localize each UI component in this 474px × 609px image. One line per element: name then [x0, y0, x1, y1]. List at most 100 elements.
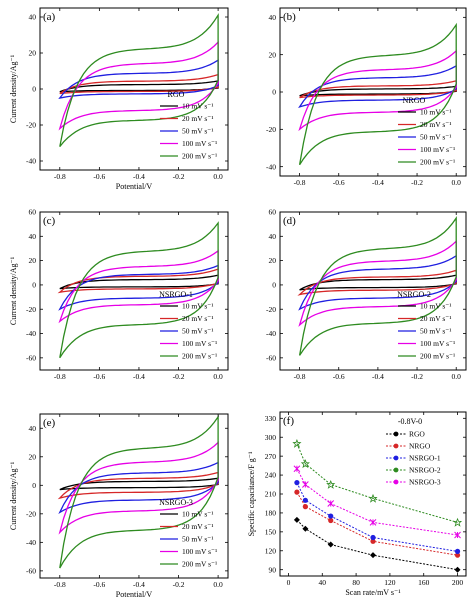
data-point-nsrgo-1-20 — [302, 497, 308, 503]
plot-frame — [39, 413, 229, 579]
x-axis-title: Scan rate/mV s⁻¹ — [345, 588, 401, 597]
panel-4: NSRGO-2 10 mV s⁻¹ 20 mV s⁻¹ 50 mV s⁻¹ 100 mV… — [266, 208, 467, 381]
panel-1: RGO 10 mV s⁻¹ 20 mV s⁻¹ 50 mV s⁻¹ 100 mV s⁻¹… — [9, 7, 229, 191]
data-point-nrgo-100 — [370, 538, 376, 544]
data-point-nsrgo-1-10 — [294, 480, 300, 486]
legend-marker-nrgo — [393, 443, 399, 449]
legend-label-20-mv: 20 mV s⁻¹ — [420, 120, 452, 129]
legend-title: NRGO — [403, 96, 426, 105]
cv-loop-100-mv — [298, 239, 457, 327]
panel-letter: (b) — [283, 11, 296, 23]
plot-frame — [39, 211, 229, 371]
y-tick-label: -40 — [26, 538, 36, 547]
cv-loop-200-mv — [59, 414, 219, 569]
cv-series-group — [298, 22, 457, 166]
x-tick-label: -0.2 — [173, 372, 185, 381]
cv-loop-20-mv — [57, 471, 219, 500]
data-point-rgo-10 — [293, 516, 300, 523]
legend-label-100-mv: 100 mV s⁻¹ — [182, 547, 217, 556]
legend-label-20-mv: 20 mV s⁻¹ — [182, 114, 214, 123]
plot-frame — [279, 211, 467, 371]
legend-label-100-mv: 100 mV s⁻¹ — [182, 139, 217, 148]
x-tick-label: -0.6 — [333, 178, 345, 187]
cv-series-group — [58, 13, 219, 148]
y-tick-label: 40 — [269, 13, 277, 22]
y-tick-label: 20 — [29, 256, 37, 265]
y-tick-label: 20 — [269, 256, 277, 265]
x-tick-label: 200 — [452, 578, 464, 587]
y-tick-label: 0 — [272, 88, 276, 97]
rate-series-group — [292, 438, 463, 573]
data-point-nsrgo-2-100 — [368, 493, 378, 503]
legend-title: NSRGO-1 — [159, 290, 193, 299]
y-tick-label: 0 — [32, 85, 36, 94]
data-point-rgo-100 — [370, 552, 376, 559]
data-point-nsrgo-3-100 — [369, 519, 377, 526]
y-tick-label: -40 — [26, 329, 36, 338]
y-tick-label: -40 — [26, 157, 36, 166]
series-nrgo-line — [296, 491, 458, 556]
legend-marker-nsrgo-3 — [393, 479, 399, 485]
y-tick-label: 240 — [265, 471, 277, 480]
legend-label-50-mv: 50 mV s⁻¹ — [182, 535, 214, 544]
x-tick-label: -0.4 — [372, 178, 384, 187]
y-axis-title: Current density/Ag⁻¹ — [9, 54, 18, 123]
x-tick-label: -0.2 — [173, 172, 185, 181]
y-tick-label: -20 — [266, 125, 276, 134]
legend-label-nsrgo-3: NSRGO-3 — [409, 478, 441, 487]
x-tick-label: 0 — [287, 578, 291, 587]
legend-label-rgo: RGO — [409, 430, 425, 439]
legend-title: NSRGO-3 — [159, 498, 193, 507]
legend-label-20-mv: 20 mV s⁻¹ — [182, 522, 214, 531]
panel-3: NSRGO-1 10 mV s⁻¹ 20 mV s⁻¹ 50 mV s⁻¹ 100 mV… — [9, 208, 229, 381]
legend-marker-nsrgo-1 — [393, 455, 399, 461]
legend-label-100-mv: 100 mV s⁻¹ — [420, 339, 455, 348]
x-tick-label: 160 — [418, 578, 430, 587]
legend-label-100-mv: 100 mV s⁻¹ — [182, 339, 217, 348]
y-tick-label: 90 — [269, 565, 277, 574]
y-tick-label: 40 — [269, 232, 277, 241]
data-point-nsrgo-3-200 — [454, 531, 461, 539]
x-tick-label: -0.6 — [93, 580, 105, 589]
y-tick-label: -60 — [26, 353, 36, 362]
panel-letter: (c) — [43, 215, 56, 227]
y-axis-title: Specific capacitance/F g⁻¹ — [247, 451, 256, 536]
data-point-nsrgo-2-50 — [326, 479, 336, 489]
legend-label-10-mv: 10 mV s⁻¹ — [182, 102, 214, 111]
cv-series-group — [297, 216, 457, 356]
x-tick-label: -0.4 — [133, 580, 145, 589]
x-tick-label: 0.0 — [213, 580, 223, 589]
y-tick-label: 330 — [265, 414, 277, 423]
data-point-nrgo-20 — [302, 504, 308, 510]
y-tick-label: 120 — [265, 546, 277, 555]
legend-annotation: -0.8V-0 — [398, 417, 422, 426]
x-tick-label: -0.4 — [133, 172, 145, 181]
x-tick-label: -0.8 — [54, 580, 66, 589]
data-point-nrgo-50 — [328, 517, 334, 524]
legend-label-50-mv: 50 mV s⁻¹ — [182, 327, 214, 336]
legend-label-10-mv: 10 mV s⁻¹ — [420, 108, 452, 117]
x-tick-label: 0.0 — [452, 372, 462, 381]
x-tick-label: 40 — [319, 578, 327, 587]
series-rgo-line — [296, 519, 458, 571]
data-point-nsrgo-2-200 — [453, 517, 463, 527]
y-tick-label: 300 — [265, 433, 277, 442]
y-tick-label: 0 — [272, 281, 276, 290]
legend-label-50-mv: 50 mV s⁻¹ — [182, 127, 214, 136]
data-point-nsrgo-1-200 — [454, 548, 461, 555]
y-tick-label: -60 — [26, 566, 36, 575]
y-tick-label: -40 — [266, 162, 276, 171]
y-tick-label: 0 — [32, 281, 36, 290]
cv-series-group — [57, 221, 219, 359]
data-point-rgo-50 — [327, 541, 334, 548]
series-nsrgo-2-line — [296, 443, 458, 523]
x-tick-label: 0.0 — [452, 178, 462, 187]
legend-label-200-mv: 200 mV s⁻¹ — [420, 158, 455, 167]
data-point-nrgo-200 — [454, 552, 461, 558]
y-tick-label: 210 — [265, 490, 277, 499]
y-tick-label: 270 — [265, 452, 277, 461]
y-tick-label: 60 — [269, 208, 277, 217]
x-tick-label: -0.8 — [54, 172, 66, 181]
y-tick-label: 20 — [269, 50, 277, 59]
x-axis-title: Potential/V — [116, 590, 153, 599]
